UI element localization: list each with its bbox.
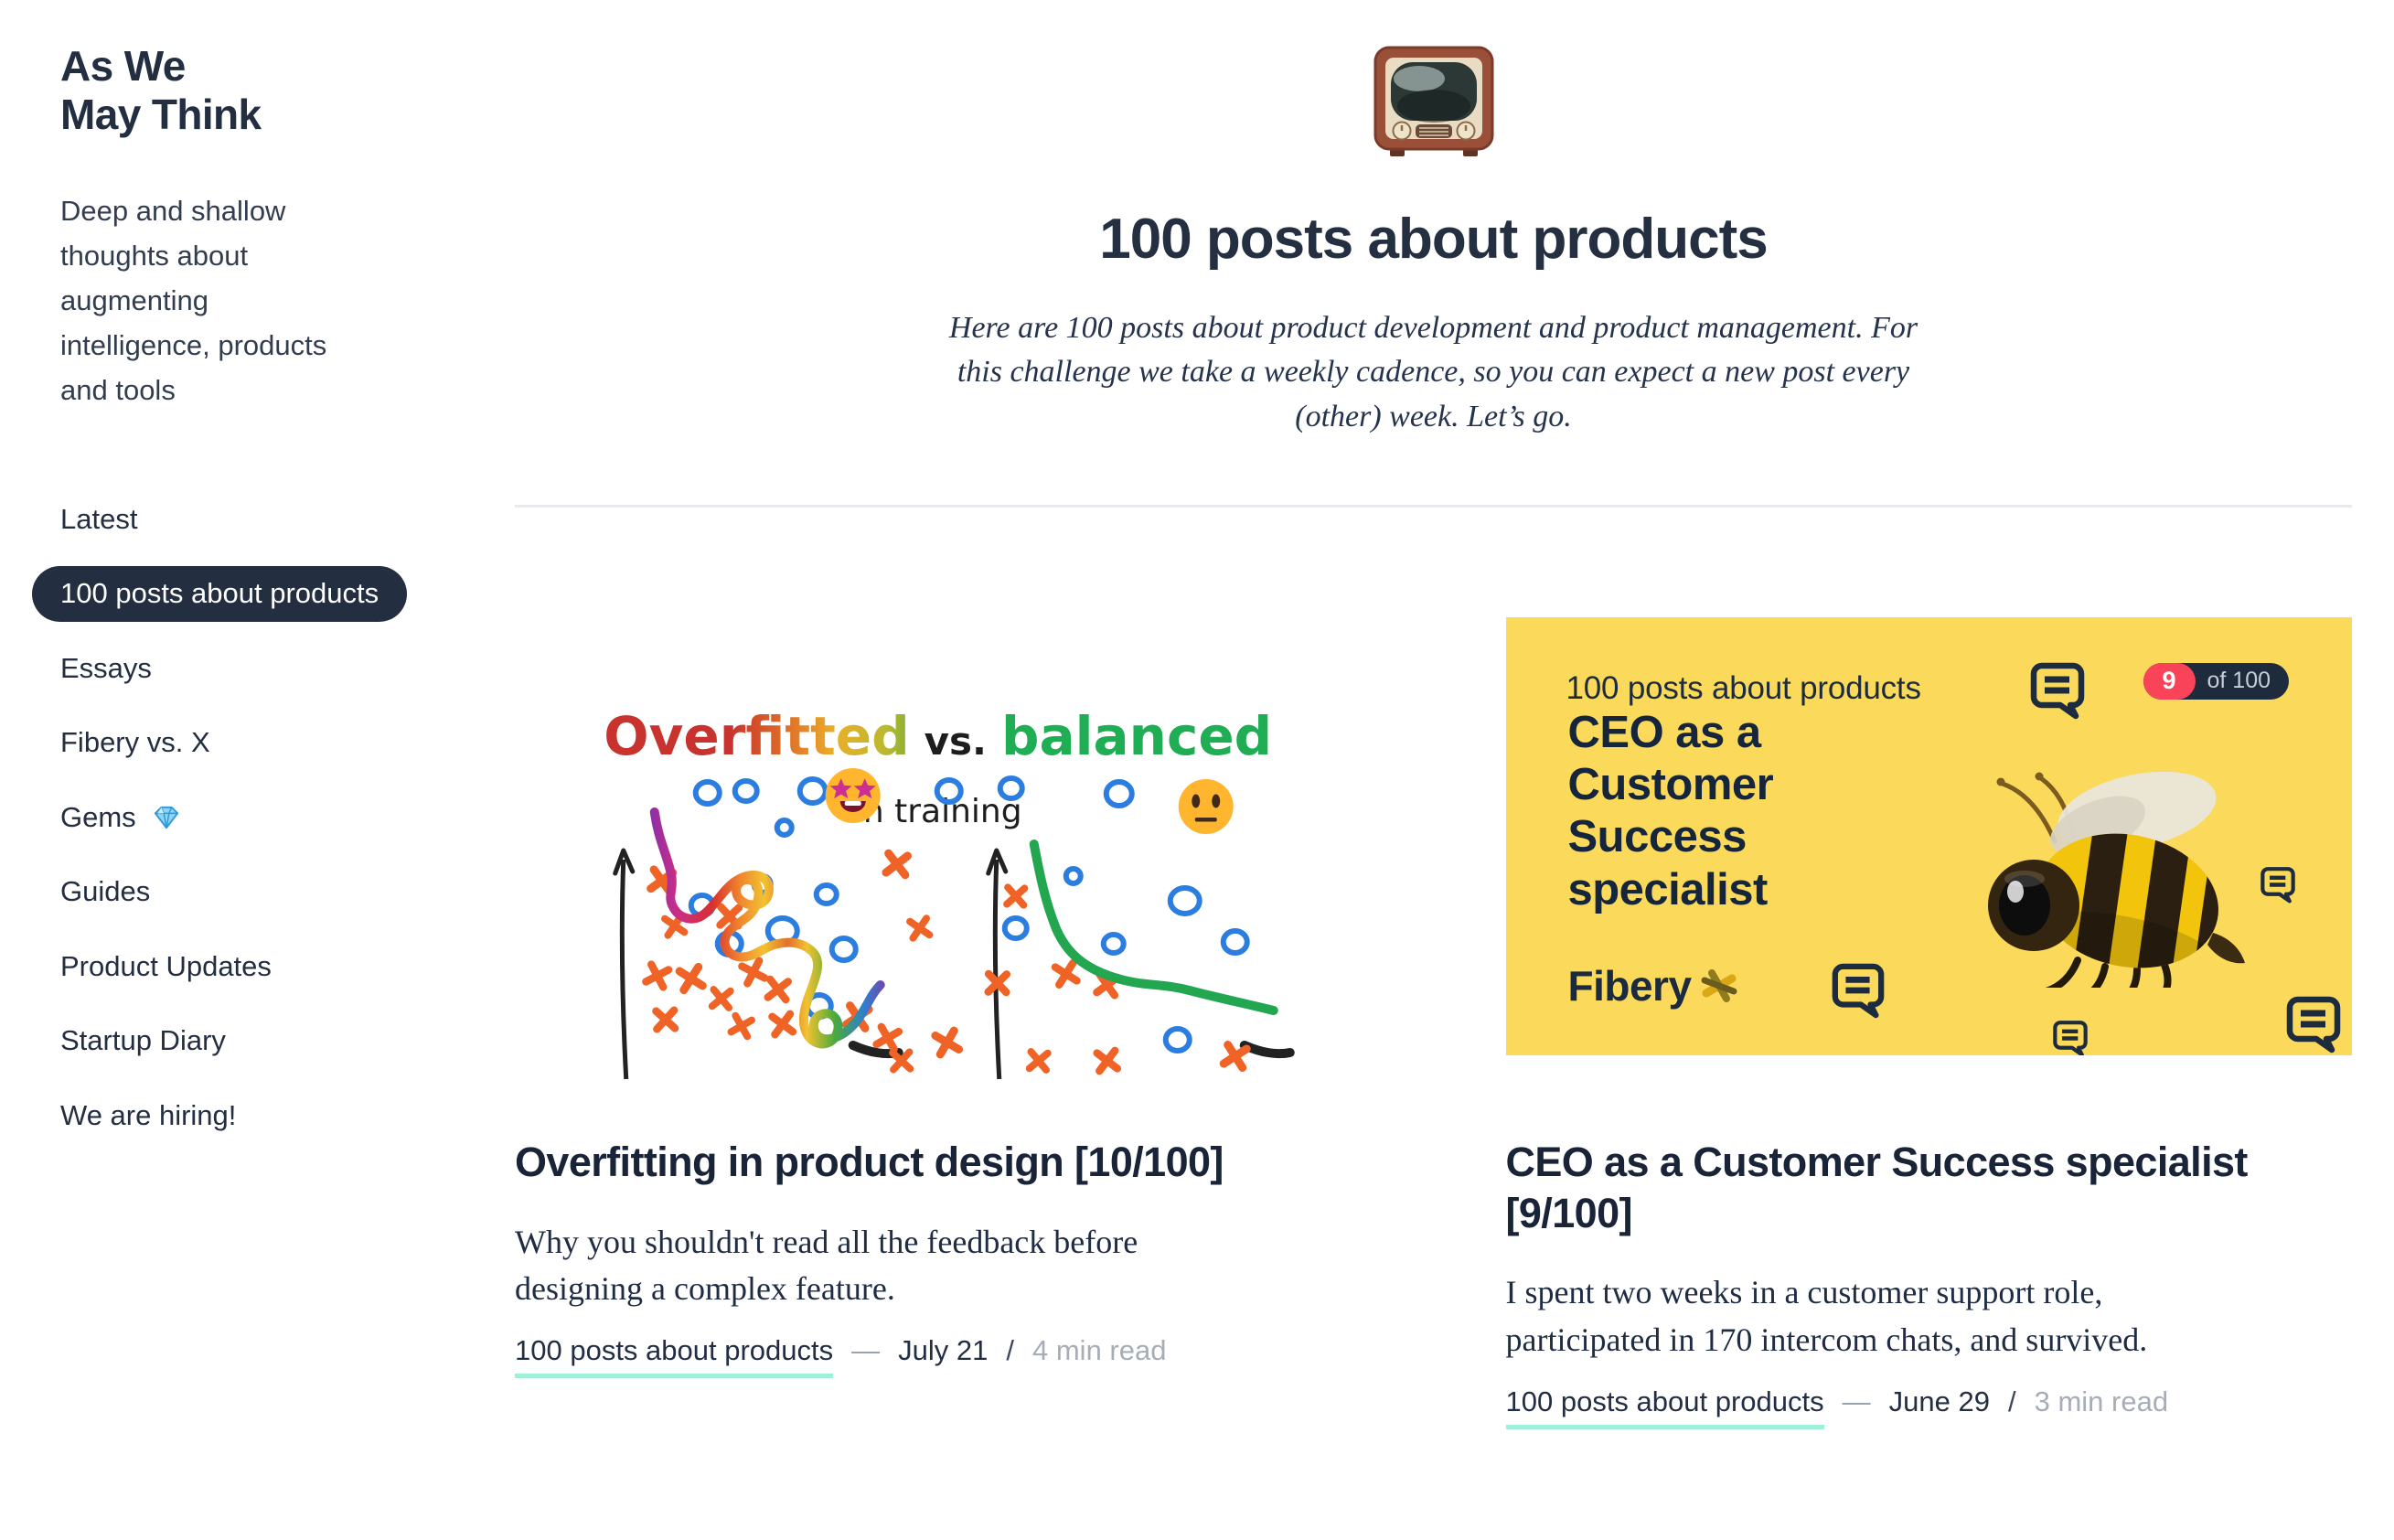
post-title[interactable]: CEO as a Customer Success specialist [9/… <box>1505 1138 2249 1236</box>
main-content: 100 posts about products Here are 100 po… <box>515 0 2352 1429</box>
chat-bubble-icon <box>2260 866 2296 904</box>
post-title[interactable]: Overfitting in product design [10/100] <box>515 1138 1224 1185</box>
fibery-logo: Fibery <box>1568 961 1739 1011</box>
bee-icon <box>1987 771 2245 988</box>
chat-bubble-icon <box>2052 1020 2089 1055</box>
sidebar-item-startup-diary[interactable]: Startup Diary <box>60 1024 226 1057</box>
tv-icon <box>515 46 2352 166</box>
post-card-overfitting: Overfitted vs. balanced in training <box>515 617 1362 1429</box>
sidebar-item-we-are-hiring[interactable]: We are hiring! <box>60 1098 237 1131</box>
site-title[interactable]: As We May Think <box>60 42 262 139</box>
fibery-asterisk-icon <box>1701 968 1737 1002</box>
page-intro: Here are 100 posts about product develop… <box>948 311 1918 433</box>
post-list: Overfitted vs. balanced in training <box>515 616 2353 1429</box>
sidebar-nav: Latest 100 posts about products Essays F… <box>32 492 515 1163</box>
page-title: 100 posts about products <box>1099 208 1768 271</box>
chat-bubble-icon <box>2029 661 2086 720</box>
star-struck-emoji <box>825 767 881 823</box>
sidebar: As We May Think Deep and shallow thought… <box>32 0 515 1429</box>
sidebar-item-100-posts[interactable]: 100 posts about products <box>32 566 408 622</box>
sidebar-item-latest[interactable]: Latest <box>60 502 138 535</box>
sidebar-item-label: Gems <box>60 800 136 833</box>
post-meta: 100 posts about products — July 21 / 4 m… <box>515 1334 1362 1378</box>
neutral-face-emoji <box>1178 778 1234 834</box>
chat-bubble-icon <box>1831 962 1886 1019</box>
post-illustration-overfitting[interactable]: Overfitted vs. balanced in training <box>515 617 1362 1102</box>
progress-badge-number: 9 <box>2143 662 2196 700</box>
sketch-title: Overfitted vs. balanced <box>604 705 1272 767</box>
meta-dash: — <box>1842 1385 1871 1417</box>
post-category-link[interactable]: 100 posts about products <box>1505 1385 1824 1429</box>
post-card-ceo: 100 posts about products CEO as a Custom… <box>1505 616 2353 1429</box>
progress-badge-total: of 100 <box>2207 668 2271 694</box>
sidebar-item-essays[interactable]: Essays <box>60 651 152 684</box>
post-cover-ceo[interactable]: 100 posts about products CEO as a Custom… <box>1505 616 2352 1102</box>
gem-icon <box>154 806 178 829</box>
sidebar-item-product-updates[interactable]: Product Updates <box>60 949 272 982</box>
meta-dash: — <box>851 1333 881 1366</box>
sketch-balanced-plot <box>876 775 1295 1079</box>
divider <box>515 504 2352 508</box>
fibery-logo-text: Fibery <box>1567 961 1693 1010</box>
chat-bubble-icon <box>2285 995 2342 1053</box>
post-excerpt: Why you shouldn't read all the feedback … <box>515 1223 1138 1307</box>
sidebar-item-fibery-vs-x[interactable]: Fibery vs. X <box>60 726 210 759</box>
post-date: July 21 <box>898 1333 989 1366</box>
post-excerpt: I spent two weeks in a customer support … <box>1505 1274 2148 1358</box>
site-tagline: Deep and shallow thoughts about augmenti… <box>60 194 327 406</box>
progress-badge: 9 of 100 <box>2143 662 2290 700</box>
post-category-link[interactable]: 100 posts about products <box>515 1334 834 1378</box>
post-read-time: 3 min read <box>2034 1385 2169 1417</box>
cover-background: 100 posts about products CEO as a Custom… <box>1505 616 2352 1055</box>
post-meta: 100 posts about products — June 29 / 3 m… <box>1505 1385 2353 1429</box>
sketch-overfitted-plot <box>613 767 903 1079</box>
post-read-time: 4 min read <box>1032 1333 1167 1366</box>
page: As We May Think Deep and shallow thought… <box>32 0 2352 1429</box>
cover-heading: CEO as a Customer Success specialist <box>1567 707 1774 914</box>
meta-slash: / <box>2007 1385 2016 1417</box>
sidebar-item-guides[interactable]: Guides <box>60 875 151 908</box>
sidebar-item-gems[interactable]: Gems <box>60 790 182 846</box>
cover-series-label: 100 posts about products <box>1566 669 1921 706</box>
meta-slash: / <box>1006 1333 1014 1366</box>
post-date: June 29 <box>1888 1385 1990 1417</box>
